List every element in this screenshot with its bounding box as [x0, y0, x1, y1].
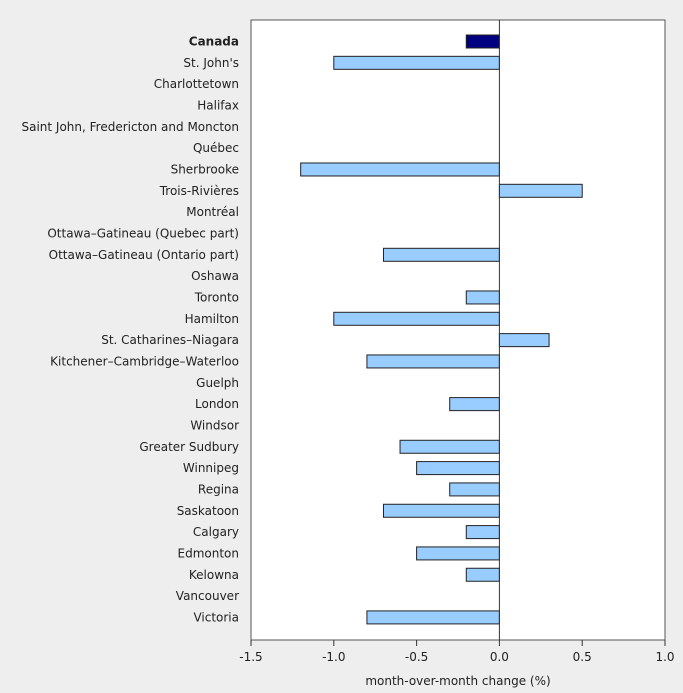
bar: [300, 162, 500, 177]
category-label: Victoria: [193, 610, 239, 624]
category-label: Charlottetown: [154, 77, 239, 91]
bar: [465, 290, 500, 305]
bar: [498, 183, 583, 198]
category-label: Halifax: [197, 98, 239, 112]
category-label: Greater Sudbury: [139, 440, 239, 454]
category-label: Guelph: [196, 376, 239, 390]
category-label: Hamilton: [185, 312, 239, 326]
category-label: Kelowna: [189, 568, 239, 582]
category-label: Ottawa–Gatineau (Quebec part): [47, 226, 239, 240]
category-label: Montréal: [186, 205, 239, 219]
x-tick-label: -1.0: [322, 650, 345, 664]
category-label: Saint John, Fredericton and Moncton: [21, 120, 239, 134]
category-label: Calgary: [193, 525, 239, 539]
category-label: Ottawa–Gatineau (Ontario part): [49, 248, 239, 262]
bar: [333, 311, 500, 326]
category-label: Edmonton: [178, 546, 240, 560]
category-label: Winnipeg: [183, 461, 239, 475]
bar: [449, 397, 500, 412]
bar: [498, 333, 550, 348]
bar: [465, 525, 500, 540]
bar: [366, 610, 500, 625]
bar: [333, 55, 500, 70]
category-label: Regina: [198, 482, 239, 496]
x-tick-label: -0.5: [405, 650, 428, 664]
bar: [366, 354, 500, 369]
bar: [465, 567, 500, 582]
category-label: Vancouver: [176, 589, 239, 603]
category-label: Oshawa: [191, 269, 239, 283]
category-label: Kitchener–Cambridge–Waterloo: [50, 354, 239, 368]
x-tick-label: -1.5: [239, 650, 262, 664]
category-label: London: [195, 397, 239, 411]
bar: [416, 461, 500, 476]
category-label: Québec: [193, 141, 239, 155]
category-label: Sherbrooke: [171, 162, 239, 176]
x-tick-label: 1.0: [655, 650, 674, 664]
bar: [465, 34, 500, 49]
category-label: St. John's: [183, 56, 239, 70]
category-label: Canada: [189, 35, 239, 49]
bar: [382, 503, 500, 518]
category-label: Windsor: [190, 418, 239, 432]
category-label: Trois-Rivières: [159, 184, 239, 198]
bar: [382, 247, 500, 262]
x-tick-label: 0.5: [573, 650, 592, 664]
category-label: Toronto: [194, 290, 239, 304]
x-tick-label: 0.0: [490, 650, 509, 664]
category-label: Saskatoon: [177, 504, 239, 518]
bar: [449, 482, 500, 497]
bar: [399, 439, 500, 454]
x-axis-label: month-over-month change (%): [365, 674, 550, 688]
bar: [416, 546, 500, 561]
category-label: St. Catharines–Niagara: [101, 333, 239, 347]
plot-area: [250, 19, 666, 641]
